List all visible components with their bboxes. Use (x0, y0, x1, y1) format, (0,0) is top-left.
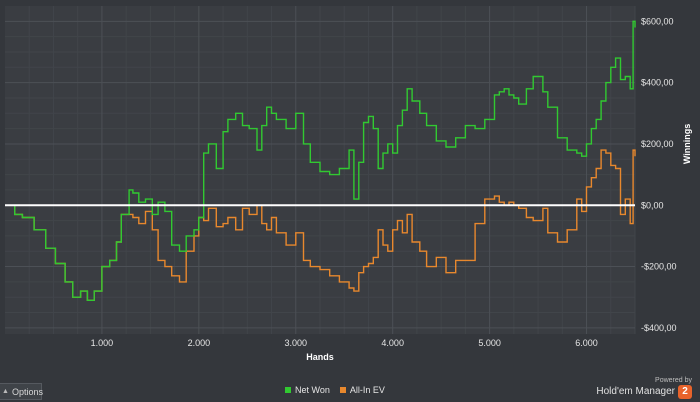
y-tick-label: $600,00 (641, 16, 674, 26)
x-tick-label: 3.000 (285, 338, 308, 348)
options-button[interactable]: ▲ Options (0, 383, 43, 400)
y-axis-title: Winnings (682, 124, 692, 164)
legend-swatch-net-won (285, 387, 291, 393)
x-tick-label: 2.000 (188, 338, 211, 348)
chart-legend: Net Won All-In EV (285, 385, 385, 395)
legend-label-net-won: Net Won (295, 385, 330, 395)
y-tick-label: $0,00 (641, 200, 664, 210)
brand-badge-icon: 2 (678, 385, 692, 400)
legend-label-all-in-ev: All-In EV (349, 385, 385, 395)
powered-by-text: Powered by (655, 377, 692, 384)
x-axis-title: Hands (306, 352, 334, 362)
series-line-net-won (5, 20, 636, 301)
x-tick-label: 5.000 (478, 338, 501, 348)
series-line-all-in-ev (5, 149, 636, 301)
brand-name: Hold'em Manager (596, 385, 675, 397)
y-tick-label: $400,00 (641, 78, 674, 88)
y-tick-label: -$400,00 (641, 323, 677, 333)
y-tick-label: -$200,00 (641, 262, 677, 272)
y-tick-label: $200,00 (641, 139, 674, 149)
x-tick-label: 4.000 (381, 338, 404, 348)
x-tick-label: 6.000 (575, 338, 598, 348)
legend-item-all-in-ev[interactable]: All-In EV (339, 385, 385, 395)
x-tick-label: 1.000 (91, 338, 114, 348)
options-label: Options (11, 386, 43, 397)
brand-logo: Powered by Hold'em Manager 2 (596, 377, 692, 401)
legend-swatch-all-in-ev (339, 387, 346, 393)
chevron-up-icon: ▲ (2, 388, 9, 395)
legend-item-net-won[interactable]: Net Won (285, 385, 330, 395)
